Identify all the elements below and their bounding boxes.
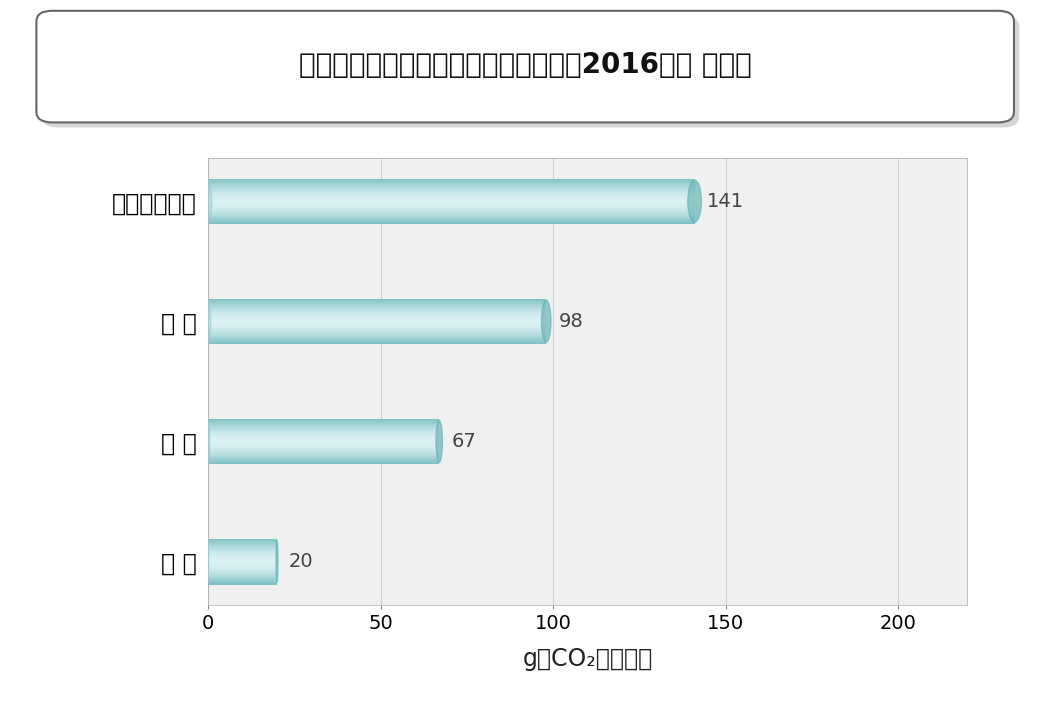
Ellipse shape: [276, 541, 278, 582]
Ellipse shape: [205, 300, 211, 342]
Ellipse shape: [436, 420, 442, 462]
Ellipse shape: [207, 541, 209, 582]
Text: 67: 67: [451, 432, 476, 451]
Ellipse shape: [542, 300, 551, 342]
X-axis label: g－CO₂／人キロ: g－CO₂／人キロ: [522, 647, 653, 671]
Ellipse shape: [687, 180, 701, 222]
Text: 20: 20: [289, 552, 314, 571]
Text: 輸送量当たりの二酸化炭素の排出量（2016年度 旅客）: 輸送量当たりの二酸化炭素の排出量（2016年度 旅客）: [298, 51, 752, 78]
Text: 141: 141: [706, 192, 744, 211]
Text: 98: 98: [558, 312, 583, 330]
Ellipse shape: [204, 180, 212, 222]
Ellipse shape: [206, 420, 210, 462]
